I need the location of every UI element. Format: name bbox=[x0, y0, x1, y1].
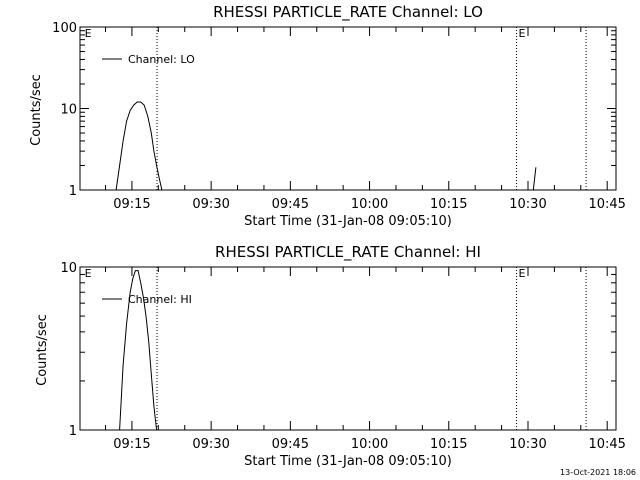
marker-label: E bbox=[519, 267, 526, 280]
axes: 1 10 09:15 09:30 09:45 10:00 10:15 10:30 10:45 bbox=[60, 261, 625, 452]
y-axis-label: Counts/sec bbox=[29, 74, 44, 146]
y-tick-label: 1 bbox=[69, 184, 77, 199]
legend: Channel: LO bbox=[102, 53, 195, 66]
y-tick-label: 10 bbox=[60, 103, 77, 118]
chart-title: RHESSI PARTICLE_RATE Channel: HI bbox=[215, 243, 481, 262]
x-tick-label: 10:15 bbox=[430, 437, 467, 452]
legend-entry: Channel: HI bbox=[128, 293, 192, 306]
x-tick-label: 09:15 bbox=[113, 197, 150, 212]
marker-label: E bbox=[85, 27, 92, 40]
legend-entry: Channel: LO bbox=[128, 53, 195, 66]
x-tick-label: 09:15 bbox=[113, 437, 150, 452]
timestamp: 13-Oct-2021 18:06 bbox=[560, 468, 636, 477]
axes: 1 10 100 09:15 09:30 09:45 10:00 10:15 10:30 10:4… bbox=[52, 21, 626, 212]
x-tick-label: 10:00 bbox=[351, 437, 388, 452]
y-tick-label: 10 bbox=[60, 261, 77, 276]
y-tick-label: 1 bbox=[69, 424, 77, 439]
x-tick-label: 10:45 bbox=[588, 197, 625, 212]
series-line bbox=[115, 101, 163, 191]
x-tick-label: 09:45 bbox=[272, 437, 309, 452]
chart-title: RHESSI PARTICLE_RATE Channel: LO bbox=[213, 3, 483, 22]
x-tick-label: 09:30 bbox=[192, 437, 229, 452]
x-tick-label: 09:30 bbox=[192, 197, 229, 212]
x-axis-label: Start Time (31-Jan-08 09:05:10) bbox=[244, 214, 452, 229]
y-tick-label: 100 bbox=[52, 21, 77, 36]
x-tick-label: 09:45 bbox=[272, 197, 309, 212]
plot-frame bbox=[79, 26, 617, 191]
x-tick-label: 10:15 bbox=[430, 197, 467, 212]
x-tick-label: 10:00 bbox=[351, 197, 388, 212]
series-line bbox=[119, 270, 158, 431]
series-line bbox=[532, 167, 537, 191]
x-axis-label: Start Time (31-Jan-08 09:05:10) bbox=[244, 454, 452, 469]
series-lines bbox=[115, 101, 537, 191]
plot-frame bbox=[79, 266, 617, 431]
marker-label: E bbox=[519, 27, 526, 40]
series-lines bbox=[119, 270, 158, 431]
x-tick-label: 10:30 bbox=[509, 197, 546, 212]
legend: Channel: HI bbox=[102, 293, 192, 306]
y-axis-label: Counts/sec bbox=[35, 314, 50, 386]
x-tick-label: 10:30 bbox=[509, 437, 546, 452]
chart-panel-hi: RHESSI PARTICLE_RATE Channel: HI Counts/… bbox=[35, 243, 626, 469]
marker-label: E bbox=[85, 267, 92, 280]
chart-panel-lo: RHESSI PARTICLE_RATE Channel: LO Counts/… bbox=[29, 3, 626, 229]
x-tick-label: 10:45 bbox=[588, 437, 625, 452]
